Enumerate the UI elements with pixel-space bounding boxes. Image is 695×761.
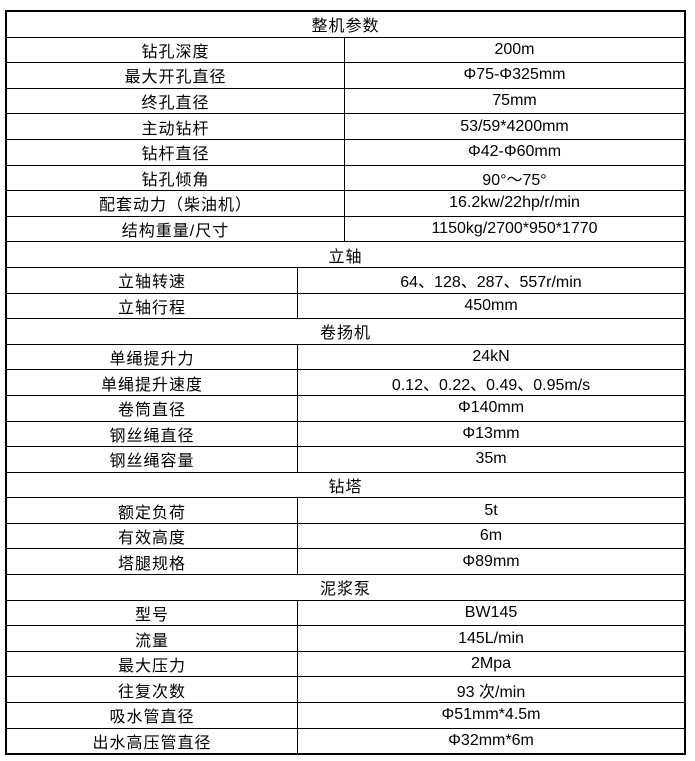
param-value: Φ75-Φ325mm xyxy=(463,66,566,84)
param-value: Φ89mm xyxy=(462,552,520,570)
param-label: 单绳提升力 xyxy=(7,344,298,370)
param-label: 钢丝绳容量 xyxy=(7,447,298,472)
table-row: 结构重量/尺寸 1150kg/2700*950*1770 xyxy=(7,215,684,242)
param-value: Φ13mm xyxy=(462,424,520,442)
section-header: 卷扬机 xyxy=(7,318,684,344)
param-value: 35m xyxy=(475,450,507,468)
table-row: 立轴转速 64、128、287、557r/min xyxy=(7,266,684,293)
section-header: 整机参数 xyxy=(311,18,380,36)
table-row: 钻孔倾角 90°～75° xyxy=(7,164,684,191)
table-row: 钢丝绳容量 35m xyxy=(7,446,684,472)
table-row: 钻杆直径 Φ42-Φ60mm xyxy=(7,138,684,165)
param-label: 型号 xyxy=(7,600,298,626)
param-value: 90°～75° xyxy=(482,171,547,189)
param-label: 配套动力（柴油机） xyxy=(7,191,345,216)
param-value: BW145 xyxy=(464,603,518,621)
param-label: 塔腿规格 xyxy=(7,549,298,575)
param-value: 5t xyxy=(484,501,498,519)
table-row: 配套动力（柴油机） 16.2kw/22hp/r/min xyxy=(7,190,684,216)
param-value: 0.12、0.22、0.49、0.95m/s xyxy=(391,376,591,394)
table-row: 单绳提升力 24kN xyxy=(7,343,684,370)
table-row: 流量 145L/min xyxy=(7,625,684,651)
param-value: 93 次/min xyxy=(456,683,526,701)
param-value: Φ42-Φ60mm xyxy=(467,143,562,161)
param-label: 有效高度 xyxy=(7,523,298,549)
param-value: 2Mpa xyxy=(470,655,512,673)
section-header: 泥浆泵 xyxy=(7,574,684,600)
param-value: Φ32mm*6m xyxy=(448,731,534,749)
param-label: 立轴行程 xyxy=(7,293,298,319)
table-row: 最大压力 2Mpa xyxy=(7,650,684,677)
param-label: 立轴转速 xyxy=(7,267,298,293)
table-row: 吸水管直径 Φ51mm*4.5m xyxy=(7,702,684,728)
param-label: 流量 xyxy=(7,626,298,651)
table-row: 钢丝绳直径 Φ13mm xyxy=(7,420,684,447)
table-row: 有效高度 6m xyxy=(7,522,684,549)
param-value: 53/59*4200mm xyxy=(460,117,569,135)
table-row: 往复次数 93 次/min xyxy=(7,676,684,703)
table-row: 立轴行程 450mm xyxy=(7,292,684,319)
table-row: 出水高压管直径 Φ32mm*6m xyxy=(7,727,684,754)
param-value: 145L/min xyxy=(458,629,524,647)
table-row: 钻孔深度 200m xyxy=(7,36,684,63)
section-header: 钻塔 xyxy=(7,471,684,498)
param-label: 钻杆直径 xyxy=(7,139,345,165)
param-label: 结构重量/尺寸 xyxy=(7,216,345,242)
param-label: 终孔直径 xyxy=(7,88,345,114)
param-value: 24kN xyxy=(472,348,510,366)
param-value: 6m xyxy=(479,527,503,545)
param-value: Φ140mm xyxy=(457,399,525,417)
param-label: 出水高压管直径 xyxy=(7,728,298,754)
table-row: 最大开孔直径 Φ75-Φ325mm xyxy=(7,62,684,88)
param-label: 钢丝绳直径 xyxy=(7,421,298,447)
table-row: 型号 BW145 xyxy=(7,599,684,626)
section-header: 立轴 xyxy=(7,241,684,267)
table-row: 塔腿规格 Φ89mm xyxy=(7,548,684,575)
param-label: 钻孔倾角 xyxy=(7,165,345,191)
param-label: 额定负荷 xyxy=(7,498,298,523)
table-row: 终孔直径 75mm xyxy=(7,87,684,114)
table-row: 单绳提升速度 0.12、0.22、0.49、0.95m/s xyxy=(7,369,684,395)
table-row: 额定负荷 5t xyxy=(7,497,684,523)
param-value: 16.2kw/22hp/r/min xyxy=(449,194,580,212)
param-label: 单绳提升速度 xyxy=(7,370,298,395)
param-label: 往复次数 xyxy=(7,677,298,703)
param-value: 200m xyxy=(494,40,535,58)
param-value: 75mm xyxy=(492,92,537,110)
param-value: Φ51mm*4.5m xyxy=(441,706,541,724)
param-label: 主动钻杆 xyxy=(7,114,345,139)
param-value: 64、128、287、557r/min xyxy=(400,274,582,292)
param-label: 卷筒直径 xyxy=(7,395,298,421)
param-value: 1150kg/2700*950*1770 xyxy=(431,220,598,238)
param-label: 吸水管直径 xyxy=(7,703,298,728)
param-label: 最大压力 xyxy=(7,651,298,677)
param-label: 钻孔深度 xyxy=(7,37,345,63)
machine-spec-table: 整机参数 钻孔深度 200m 最大开孔直径 Φ75-Φ325mm 终孔直径 75mm 主动钻杆… xyxy=(5,10,686,755)
table-row: 主动钻杆 53/59*4200mm xyxy=(7,113,684,139)
table-row: 卷筒直径 Φ140mm xyxy=(7,394,684,421)
param-value: 450mm xyxy=(464,296,518,314)
param-label: 最大开孔直径 xyxy=(7,63,345,88)
